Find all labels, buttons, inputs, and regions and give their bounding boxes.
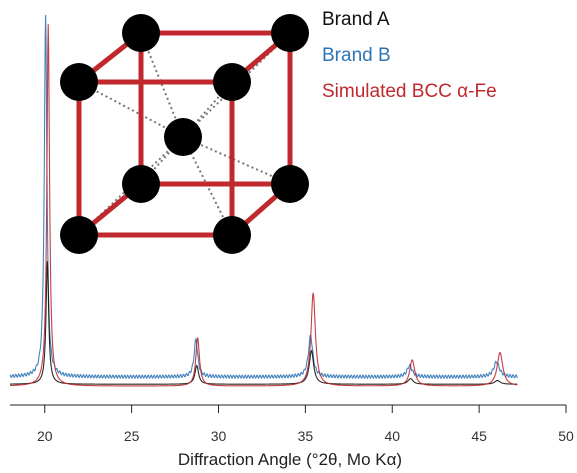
corner-atom: [271, 14, 309, 52]
x-tick-label: 50: [558, 428, 574, 444]
legend-entry-brand-b: Brand B: [322, 45, 391, 66]
corner-atom: [213, 216, 251, 254]
body-diagonal: [140, 32, 184, 138]
x-tick-label: 30: [211, 428, 227, 444]
bcc-unit-cell-illustration: [60, 14, 309, 254]
diffraction-traces: [9, 14, 518, 387]
series-line-2: [9, 24, 518, 387]
x-tick-label: 20: [37, 428, 53, 444]
corner-atom: [60, 216, 98, 254]
series-line-1: [9, 14, 518, 380]
x-axis-ticks: 20 25 30 35 40 45 50: [37, 405, 574, 444]
body-center-atom: [164, 118, 202, 156]
corner-atom: [122, 14, 160, 52]
corner-atom: [60, 63, 98, 101]
x-axis-label: Diffraction Angle (°2θ, Mo Kα): [178, 450, 402, 469]
legend-entry-brand-a: Brand A: [322, 9, 390, 30]
corner-atom: [213, 63, 251, 101]
x-tick-label: 40: [384, 428, 400, 444]
corner-atom: [122, 165, 160, 203]
x-tick-label: 45: [471, 428, 487, 444]
x-tick-label: 25: [124, 428, 140, 444]
legend: Brand A Brand B Simulated BCC α-Fe: [322, 9, 497, 102]
series-line-0: [9, 261, 518, 385]
corner-atom: [271, 165, 309, 203]
x-tick-label: 35: [298, 428, 314, 444]
legend-entry-simulated-bcc: Simulated BCC α-Fe: [322, 81, 497, 102]
